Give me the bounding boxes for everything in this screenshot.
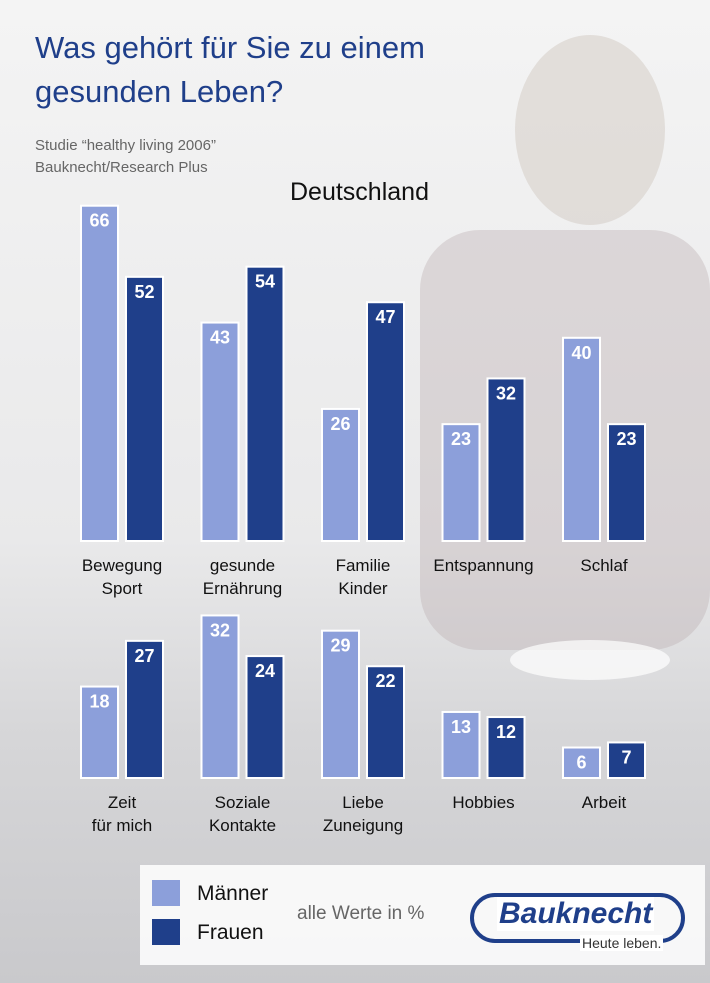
value-label: 40 — [571, 343, 591, 363]
category-label: gesunde Ernährung — [202, 556, 283, 598]
bar — [607, 741, 646, 780]
bar — [245, 655, 285, 780]
value-label: 26 — [330, 414, 350, 434]
category-label: Arbeit — [581, 793, 627, 812]
logo-ring — [470, 893, 685, 943]
value-label: 22 — [375, 671, 395, 691]
value-label: 7 — [621, 747, 631, 767]
value-label: 13 — [451, 717, 471, 737]
category-label: Schlaf — [580, 556, 628, 575]
value-label: 54 — [255, 272, 275, 292]
legend-label: Frauen — [197, 921, 264, 944]
legend-swatch — [152, 919, 180, 945]
note: Studie “healthy living 2006” — [35, 137, 216, 154]
value-label: 27 — [134, 646, 154, 666]
note: Bauknecht/Research Plus — [35, 159, 208, 176]
value-label: 43 — [210, 328, 230, 348]
value-label: 32 — [496, 383, 516, 403]
value-label: 6 — [576, 753, 586, 773]
category-label: Liebe Zuneigung — [322, 793, 404, 835]
value-label: 66 — [89, 211, 109, 231]
background-photo — [515, 35, 665, 225]
bar — [562, 746, 601, 780]
value-label: 24 — [255, 661, 275, 681]
legend-swatch — [152, 880, 180, 906]
bar — [607, 423, 646, 542]
category-label: Zeit für mich — [91, 793, 153, 835]
bar — [125, 275, 164, 542]
bar — [245, 265, 285, 542]
category-label: Bewegung Sport — [81, 556, 163, 598]
value-label: 52 — [134, 282, 154, 302]
value-label: 32 — [210, 620, 230, 640]
value-label: 47 — [375, 307, 395, 327]
category-label: Familie Kinder — [335, 556, 391, 598]
category-label: Entspannung — [433, 556, 534, 575]
brand-name: Bauknecht — [497, 897, 655, 931]
legend-label: Männer — [197, 882, 268, 905]
bar — [486, 716, 526, 779]
value-label: 23 — [451, 429, 471, 449]
bar — [562, 336, 601, 542]
value-label: 18 — [89, 692, 109, 712]
region: Deutschland — [290, 178, 429, 206]
bar — [366, 665, 405, 779]
bar — [200, 614, 240, 779]
bar — [486, 377, 526, 542]
category-label: Soziale Kontakte — [208, 793, 277, 835]
unit-note: alle Werte in % — [297, 903, 425, 924]
bar — [200, 321, 240, 542]
value-label: 12 — [496, 722, 516, 742]
value-label: 29 — [330, 636, 350, 656]
bar — [80, 685, 119, 779]
background-photo — [510, 640, 670, 680]
value-label: 23 — [616, 429, 636, 449]
bar — [80, 204, 119, 542]
category-label: Hobbies — [452, 793, 515, 812]
brand-slogan: Heute leben. — [580, 935, 664, 951]
bar — [321, 407, 360, 543]
bar — [321, 629, 360, 779]
bar — [125, 639, 164, 780]
bar — [441, 423, 481, 542]
bar — [441, 710, 481, 780]
bar — [366, 301, 405, 542]
title: Was gehört für Sie zu einem gesunden Leb… — [35, 30, 425, 109]
